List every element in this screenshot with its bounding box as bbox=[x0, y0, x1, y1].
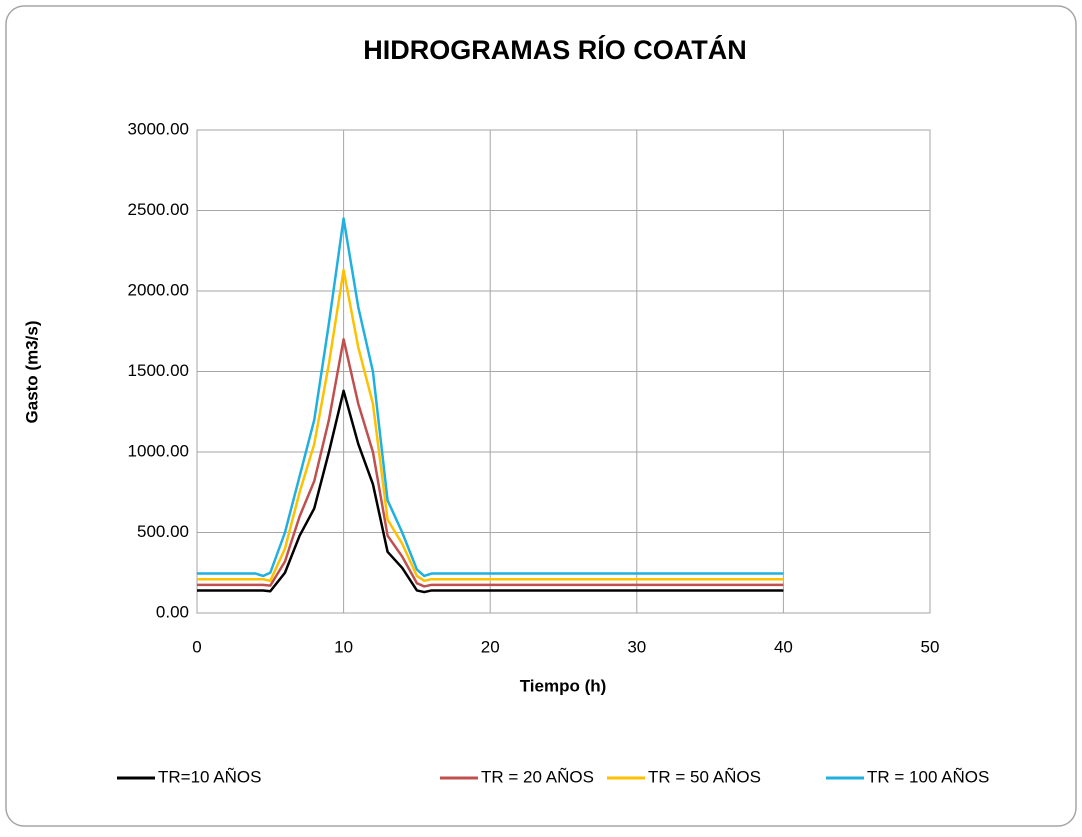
x-axis-label: Tiempo (h) bbox=[520, 676, 607, 695]
y-tick-label: 1500.00 bbox=[128, 361, 189, 380]
x-tick-label: 20 bbox=[481, 637, 500, 656]
y-tick-label: 2500.00 bbox=[128, 200, 189, 219]
y-tick-label: 2000.00 bbox=[128, 280, 189, 299]
legend-label: TR = 20 AÑOS bbox=[481, 767, 594, 786]
chart-title: HIDROGRAMAS RÍO COATÁN bbox=[363, 34, 746, 65]
series-line bbox=[197, 338, 784, 588]
legend-label: TR = 100 AÑOS bbox=[867, 767, 989, 786]
legend-label: TR = 50 AÑOS bbox=[648, 767, 761, 786]
series-line bbox=[197, 389, 784, 594]
x-tick-label: 40 bbox=[774, 637, 793, 656]
y-tick-label: 1000.00 bbox=[128, 441, 189, 460]
y-tick-label: 3000.00 bbox=[128, 119, 189, 138]
y-tick-label: 0.00 bbox=[156, 602, 189, 621]
legend-label: TR=10 AÑOS bbox=[158, 767, 261, 786]
series-line bbox=[197, 217, 784, 578]
y-axis-label: Gasto (m3/s) bbox=[22, 321, 41, 424]
x-tick-label: 50 bbox=[921, 637, 940, 656]
x-tick-label: 0 bbox=[192, 637, 201, 656]
x-tick-label: 30 bbox=[627, 637, 646, 656]
y-tick-label: 500.00 bbox=[137, 522, 189, 541]
series-line bbox=[197, 268, 784, 583]
x-tick-label: 10 bbox=[334, 637, 353, 656]
